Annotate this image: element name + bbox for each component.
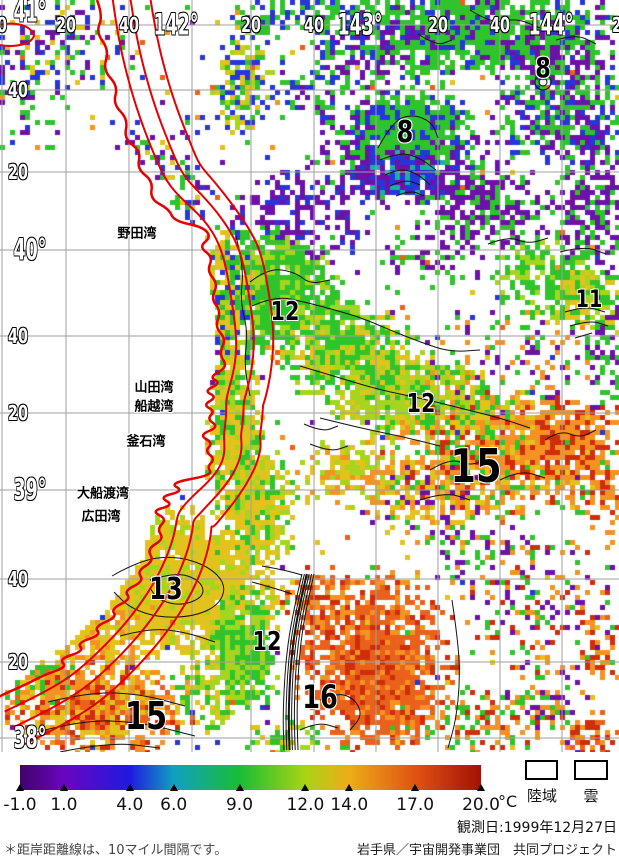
lon-tick-label: 40 xyxy=(118,13,140,37)
colorbar-tick-label: 12.0 xyxy=(286,795,325,815)
contour-temperature-label: 8 xyxy=(535,51,551,84)
lat-tick-label: 40 xyxy=(7,567,29,591)
contour-temperature-label: 12 xyxy=(252,627,282,657)
lat-tick-label: 39° xyxy=(13,472,47,507)
lon-tick-label: 40 xyxy=(489,13,511,37)
lat-tick-label: 20 xyxy=(7,401,29,425)
lon-tick-label: 144° xyxy=(528,7,574,42)
legend-label-land: 陸域 xyxy=(526,787,558,805)
colorbar-tick-label: 9.0 xyxy=(225,795,254,815)
credit-line: 岩手県／宇宙開発事業団 共同プロジェクト xyxy=(356,843,617,858)
temperature-colorbar xyxy=(20,765,481,790)
colorbar-tick-label: -1.0 xyxy=(3,795,37,815)
colorbar-tick-marker xyxy=(16,784,24,791)
lat-tick-label: 20 xyxy=(7,650,29,674)
footnote-distance-lines: ＊距岸距離線は、10マイル間隔です。 xyxy=(4,843,228,858)
sst-raster xyxy=(0,0,619,752)
contour-temperature-label: 12 xyxy=(406,389,436,419)
colorbar-tick-label: 14.0 xyxy=(330,795,369,815)
map-area: 0 20 40 142° 20 40 143° 20 40 144° 20 41° 40 20 40° 40… xyxy=(0,0,619,752)
bay-name-label: 広田湾 xyxy=(81,509,121,525)
lon-tick-label: 40 xyxy=(303,13,325,37)
bay-name-label: 大船渡湾 xyxy=(76,486,130,502)
colorbar-tick-label: 4.0 xyxy=(116,795,144,815)
lon-tick-label: 20 xyxy=(240,13,262,37)
colorbar-tick-marker xyxy=(345,784,354,791)
contour-temperature-label: 15 xyxy=(124,694,168,738)
lat-tick-label: 20 xyxy=(7,160,29,184)
colorbar-tick-marker xyxy=(477,784,485,791)
colorbar-tick-marker xyxy=(59,784,68,791)
bay-name-label: 釜石湾 xyxy=(126,434,166,450)
colorbar-tick-label: 17.0 xyxy=(396,795,435,815)
contour-temperature-label: 13 xyxy=(149,572,183,607)
colorbar-tick-marker xyxy=(125,784,134,791)
colorbar-tick-marker xyxy=(235,784,244,791)
map-overlay xyxy=(0,0,619,752)
legend-label-cloud: 雲 xyxy=(583,787,599,805)
lat-tick-label: 40 xyxy=(7,78,29,102)
lon-tick-label: 142° xyxy=(153,7,199,42)
lon-tick-label: 20 xyxy=(55,13,77,37)
lon-tick-label: 0 xyxy=(0,15,7,35)
contour-temperature-label: 15 xyxy=(450,439,502,493)
colorbar-tick-marker xyxy=(411,784,420,791)
colorbar-unit-label: °C xyxy=(498,792,518,811)
colorbar-tick-marker xyxy=(301,784,310,791)
lat-tick-label: 38° xyxy=(13,720,47,752)
lon-tick-label: 20 xyxy=(427,13,449,37)
legend-swatch-cloud xyxy=(574,760,608,780)
lat-tick-label: 41° xyxy=(13,0,47,29)
colorbar-tick-label: 1.0 xyxy=(50,795,78,815)
colorbar-tick-label: 20.0 xyxy=(462,795,500,815)
contour-temperature-label: 8 xyxy=(396,115,414,150)
colorbar-tick-label: 6.0 xyxy=(160,795,188,815)
contour-temperature-label: 12 xyxy=(270,297,300,327)
lat-tick-label: 40 xyxy=(7,324,29,348)
legend-swatch-land xyxy=(525,760,558,780)
lat-tick-label: 40° xyxy=(13,232,47,267)
observation-date: 観測日:1999年12月27日 xyxy=(457,820,617,836)
lon-tick-label: 143° xyxy=(337,7,383,42)
contour-temperature-label: 11 xyxy=(575,285,603,313)
bay-name-label: 船越湾 xyxy=(134,399,174,415)
lon-tick-label: 20 xyxy=(612,15,619,35)
bay-name-label: 野田湾 xyxy=(117,226,157,242)
colorbar-tick-marker xyxy=(169,784,178,791)
bay-name-label: 山田湾 xyxy=(134,380,174,396)
contour-temperature-label: 16 xyxy=(302,678,338,716)
